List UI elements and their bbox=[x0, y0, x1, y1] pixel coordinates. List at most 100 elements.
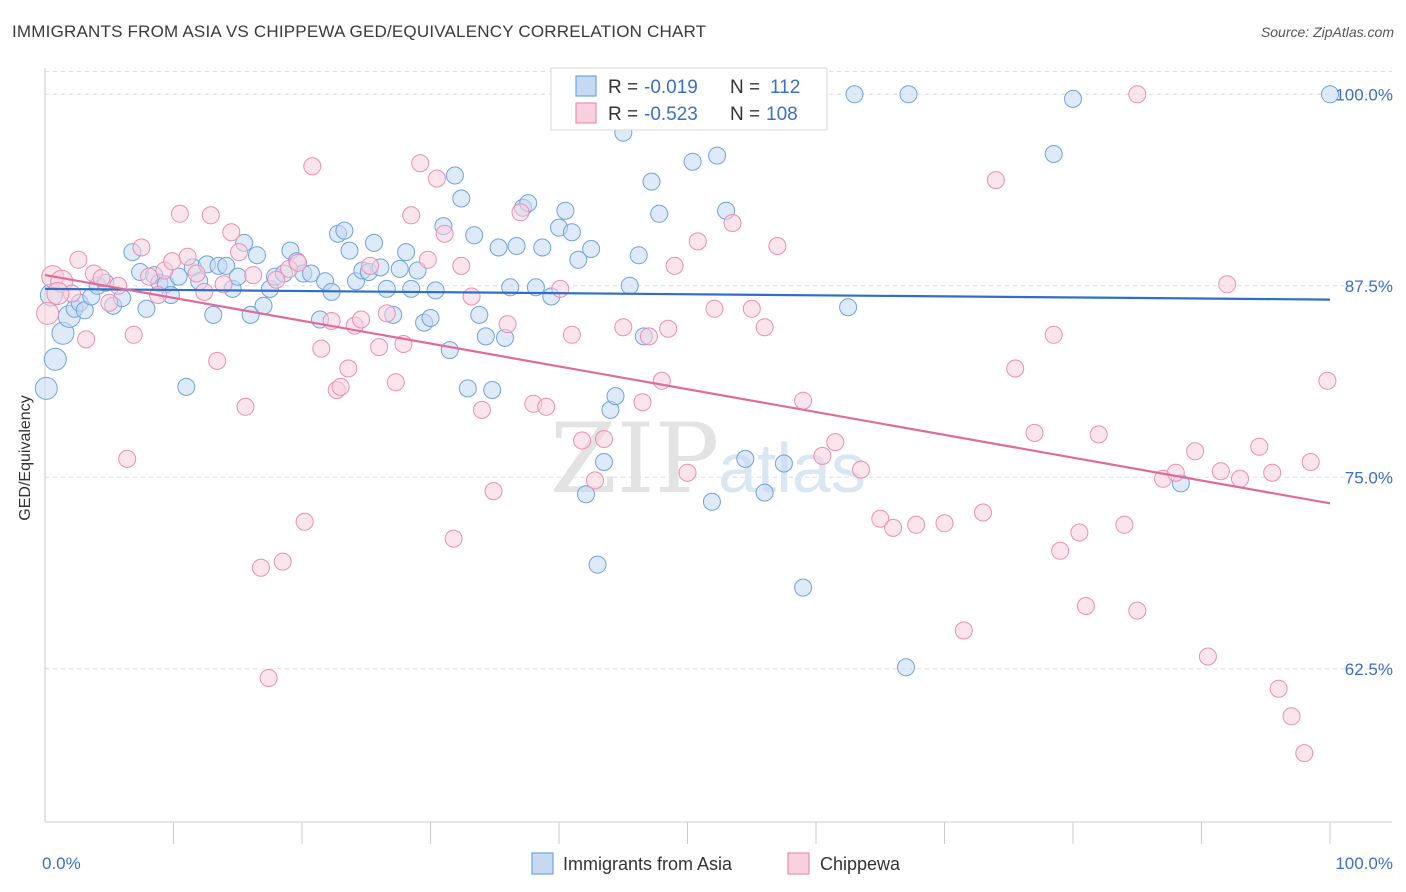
asia-point-79 bbox=[562, 223, 581, 242]
asia-point-82 bbox=[582, 240, 601, 258]
asia-point-98 bbox=[755, 483, 774, 502]
chippewa-point-97 bbox=[1089, 425, 1108, 444]
chippewa-point-57 bbox=[484, 482, 503, 501]
chippewa-point-43 bbox=[361, 256, 380, 275]
chippewa-point-45 bbox=[377, 304, 396, 323]
chippewa-point-76 bbox=[723, 214, 742, 232]
legend-r-label-1: R = bbox=[608, 77, 638, 98]
chippewa-point-42 bbox=[352, 310, 371, 329]
chippewa-point-36 bbox=[312, 339, 331, 358]
chippewa-point-9 bbox=[109, 276, 128, 295]
chippewa-point-10 bbox=[118, 449, 137, 468]
chippewa-point-40 bbox=[339, 359, 358, 378]
asia-point-102 bbox=[845, 85, 864, 104]
asia-point-50 bbox=[377, 279, 396, 298]
chippewa-point-46 bbox=[386, 373, 405, 392]
chippewa-point-112 bbox=[1301, 453, 1320, 471]
legend-box bbox=[550, 67, 828, 131]
chippewa-point-11 bbox=[124, 325, 143, 344]
asia-point-44 bbox=[340, 241, 359, 260]
asia-point-30 bbox=[248, 246, 266, 265]
chippewa-point-26 bbox=[236, 397, 255, 416]
x-tick-label-1: 100.0% bbox=[1335, 854, 1393, 873]
asia-point-103 bbox=[897, 658, 915, 677]
chippewa-point-34 bbox=[295, 512, 314, 531]
chippewa-point-68 bbox=[633, 393, 652, 412]
chart-title: IMMIGRANTS FROM ASIA VS CHIPPEWA GED/EQU… bbox=[12, 22, 707, 41]
series-chippewa bbox=[36, 85, 1337, 763]
chippewa-point-114 bbox=[46, 282, 70, 305]
chippewa-point-49 bbox=[411, 154, 430, 173]
chippewa-point-87 bbox=[935, 514, 954, 533]
asia-point-80 bbox=[569, 250, 588, 269]
chippewa-point-111 bbox=[1295, 744, 1314, 763]
chippewa-point-108 bbox=[1263, 463, 1282, 482]
asia-point-48 bbox=[365, 233, 383, 252]
trend-lines bbox=[44, 273, 1331, 505]
chippewa-point-64 bbox=[573, 431, 592, 450]
chippewa-point-95 bbox=[1070, 523, 1089, 542]
chippewa-point-110 bbox=[1282, 707, 1301, 726]
chippewa-point-0 bbox=[36, 301, 60, 325]
chippewa-point-30 bbox=[267, 270, 286, 289]
y-tick-label-1: 87.5% bbox=[1345, 277, 1393, 296]
chippewa-point-99 bbox=[1128, 601, 1147, 620]
chippewa-point-27 bbox=[244, 266, 263, 285]
asia-point-104 bbox=[899, 85, 918, 104]
chippewa-point-16 bbox=[163, 252, 182, 271]
asia-point-70 bbox=[501, 278, 520, 297]
asia-point-108 bbox=[1321, 85, 1339, 104]
chippewa-point-94 bbox=[1051, 541, 1070, 560]
series-immigrants-from-asia bbox=[34, 85, 1339, 677]
chippewa-point-44 bbox=[370, 338, 389, 357]
asia-point-54 bbox=[402, 279, 421, 298]
y-tick-label-3: 62.5% bbox=[1345, 660, 1393, 679]
asia-point-38 bbox=[302, 264, 320, 283]
asia-point-75 bbox=[533, 238, 552, 257]
y-axis-label: GED/Equivalency bbox=[17, 395, 34, 520]
chippewa-point-96 bbox=[1076, 597, 1095, 615]
chippewa-point-66 bbox=[595, 430, 613, 448]
chippewa-point-88 bbox=[954, 621, 973, 640]
asia-point-93 bbox=[683, 152, 702, 171]
bottom-legend-chippewa: Chippewa bbox=[820, 854, 901, 874]
legend-r-value-1: -0.019 bbox=[644, 77, 698, 98]
chippewa-point-62 bbox=[551, 279, 570, 298]
chippewa-point-25 bbox=[230, 243, 248, 262]
chippewa-point-101 bbox=[1166, 463, 1185, 482]
asia-point-68 bbox=[489, 238, 508, 257]
chippewa-point-58 bbox=[498, 315, 517, 334]
chippewa-point-109 bbox=[1269, 679, 1288, 698]
bottom-legend-immigrants: Immigrants from Asia bbox=[563, 854, 733, 874]
asia-point-23 bbox=[204, 305, 223, 324]
asia-point-89 bbox=[629, 246, 648, 265]
chippewa-point-12 bbox=[132, 238, 151, 257]
chippewa-point-103 bbox=[1198, 647, 1217, 666]
chippewa-point-51 bbox=[427, 169, 446, 188]
chippewa-point-59 bbox=[511, 203, 530, 222]
axes bbox=[44, 68, 1392, 844]
chippewa-point-104 bbox=[1211, 462, 1230, 481]
chippewa-point-63 bbox=[562, 325, 581, 344]
chippewa-point-23 bbox=[214, 275, 233, 294]
chippewa-point-105 bbox=[1218, 275, 1237, 294]
chippewa-point-28 bbox=[251, 558, 270, 577]
chippewa-point-52 bbox=[435, 224, 454, 243]
asia-point-61 bbox=[445, 166, 464, 185]
chippewa-point-7 bbox=[92, 269, 111, 288]
asia-point-57 bbox=[421, 309, 440, 327]
legend-swatch-pink bbox=[575, 102, 597, 124]
chippewa-point-29 bbox=[259, 669, 278, 687]
chippewa-point-92 bbox=[1025, 423, 1044, 442]
trend-line-chippewa bbox=[44, 273, 1331, 505]
chippewa-point-8 bbox=[100, 293, 119, 312]
asia-point-1 bbox=[43, 347, 67, 371]
chippewa-point-31 bbox=[273, 552, 292, 571]
asia-point-60 bbox=[440, 341, 459, 360]
asia-point-100 bbox=[794, 578, 813, 597]
chippewa-point-53 bbox=[444, 529, 463, 548]
legend-swatch-blue bbox=[575, 75, 597, 97]
asia-point-101 bbox=[839, 298, 858, 317]
chippewa-point-77 bbox=[742, 299, 761, 318]
